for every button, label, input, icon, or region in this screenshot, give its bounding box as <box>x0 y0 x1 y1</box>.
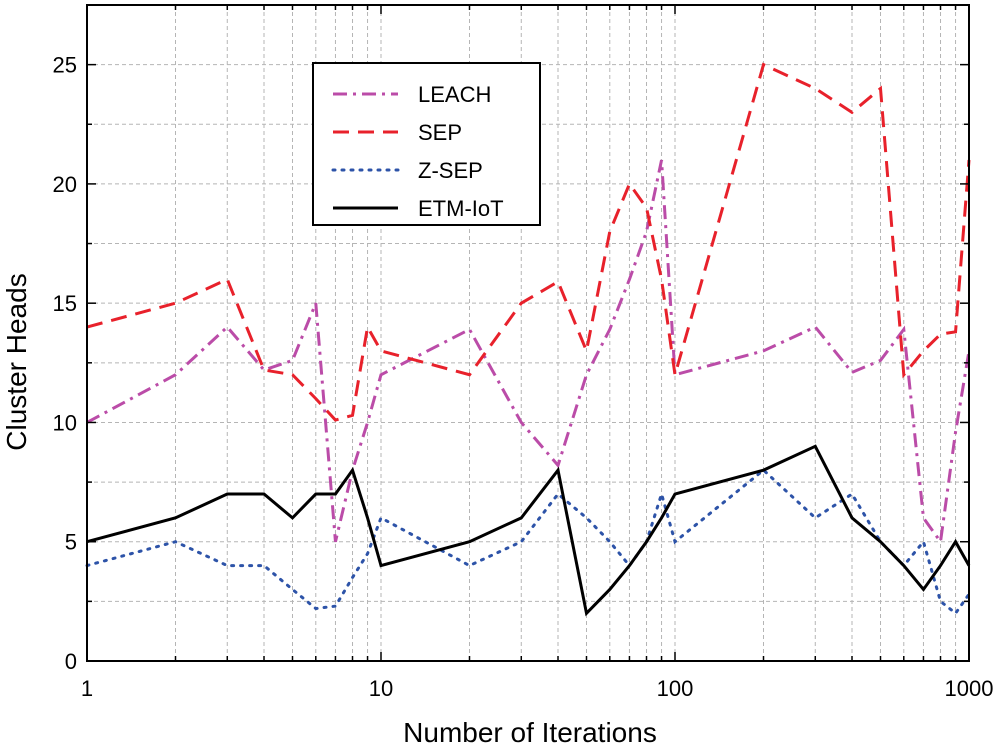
y-tick-label: 0 <box>65 649 77 674</box>
x-axis-title: Number of Iterations <box>403 717 657 748</box>
axes-frame <box>86 4 970 662</box>
legend: LEACH SEP Z-SEP ETM-IoT <box>312 62 541 226</box>
series-lines <box>85 62 971 617</box>
legend-label: ETM-IoT <box>418 196 504 221</box>
tick-labels: 1 10 100 1000 0 5 10 15 20 25 <box>53 53 994 701</box>
y-tick-label: 25 <box>53 53 77 78</box>
series-line-etm-iot <box>86 444 971 617</box>
y-tick-label: 10 <box>53 410 77 435</box>
grid-lines <box>87 5 969 661</box>
y-tick-label: 20 <box>53 172 77 197</box>
y-tick-label: 5 <box>65 530 77 555</box>
x-tick-label: 100 <box>657 676 694 701</box>
plot-frame <box>86 4 970 662</box>
x-tick-label: 10 <box>369 676 393 701</box>
y-axis-title: Cluster Heads <box>1 273 32 450</box>
x-tick-label: 1000 <box>945 676 994 701</box>
series-line-leach <box>86 159 971 546</box>
legend-label: SEP <box>418 120 462 145</box>
legend-label: LEACH <box>418 82 491 107</box>
legend-box <box>312 62 541 226</box>
series-line-sep <box>86 62 971 422</box>
legend-label: Z-SEP <box>418 158 483 183</box>
x-tick-label: 1 <box>81 676 93 701</box>
y-tick-label: 15 <box>53 291 77 316</box>
